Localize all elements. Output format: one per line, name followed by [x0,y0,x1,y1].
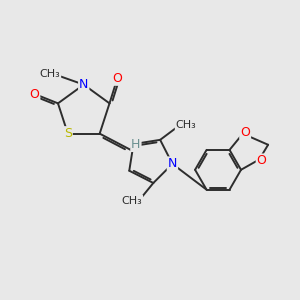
Text: O: O [29,88,39,101]
Text: CH₃: CH₃ [122,196,142,206]
Text: O: O [240,126,250,139]
Text: CH₃: CH₃ [40,69,60,79]
Text: N: N [168,158,177,170]
Text: N: N [79,78,88,91]
Text: S: S [64,127,72,140]
Text: O: O [257,154,267,167]
Text: H: H [131,138,141,151]
Text: O: O [112,72,122,85]
Text: CH₃: CH₃ [176,120,196,130]
